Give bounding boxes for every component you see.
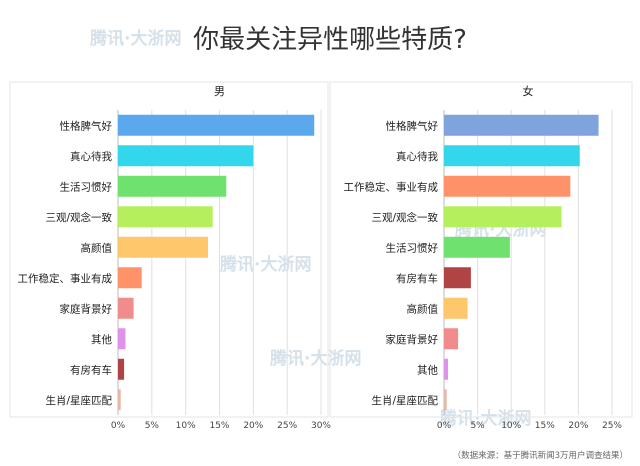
female-panel: 女 0% 5% 10% 15% 20% 25% 性格脾气好真心待我工作稳定、事业有成三观/观念… [329,81,633,431]
panel-title: 女 [523,84,534,98]
bar [444,236,510,258]
bar [444,297,468,319]
category-label: 高颜值 [407,302,439,315]
bar [444,175,571,197]
watermark-text: 腾讯·大浙网 [220,254,311,275]
category-label: 真心待我 [396,150,438,163]
category-label: 工作稳定、事业有成 [344,180,439,193]
category-label: 高颜值 [81,241,113,254]
x-tick-label: 10% [176,421,196,431]
category-label: 其他 [91,333,112,346]
x-tick-label: 15% [209,421,229,431]
category-label: 有房有车 [70,363,112,376]
chart-title: 你最关注异性哪些特质? [193,25,467,55]
x-tick-label: 0% [111,421,126,431]
category-label: 三观/观念一致 [45,211,112,224]
watermark-text: 腾讯·大浙网 [440,408,531,429]
bar [118,236,208,258]
x-tick-label: 20% [568,421,588,431]
watermark-text: 腾讯·大浙网 [90,28,181,49]
bar [118,358,125,380]
category-label: 性格脾气好 [60,119,113,132]
x-tick-label: 5% [470,421,485,431]
x-tick-label: 20% [243,421,263,431]
bar [118,206,213,228]
category-label: 家庭背景好 [386,333,439,346]
bar [444,328,459,350]
bar [118,145,254,167]
category-label: 性格脾气好 [386,119,439,132]
panel-frame [9,81,329,418]
panel-frame [329,81,633,418]
bar [118,114,315,136]
category-label: 生活习惯好 [386,241,439,254]
category-label: 其他 [417,363,438,376]
bar [118,267,142,289]
x-tick-label: 10% [501,421,521,431]
bar [118,175,227,197]
category-label: 有房有车 [396,272,438,285]
x-tick-label: 25% [602,421,622,431]
category-label: 生肖/星座匹配 [371,394,438,407]
bar [444,206,562,228]
bar [444,389,447,411]
bar [444,114,599,136]
bar [118,328,126,350]
bar [444,267,471,289]
watermark-text: 腾讯·大浙网 [270,348,361,369]
x-tick-label: 5% [145,421,160,431]
bar [444,145,580,167]
x-tick-label: 0% [437,421,452,431]
x-tick-label: 30% [311,421,331,431]
panel-title: 男 [214,85,225,98]
x-tick-label: 25% [277,421,297,431]
data-source-note: （数据来源：基于腾讯新闻3万用户调查结果） [453,450,628,461]
category-label: 家庭背景好 [60,302,113,315]
bar [118,389,121,411]
bar [118,297,134,319]
category-label: 真心待我 [70,150,112,163]
category-label: 生活习惯好 [60,180,113,193]
category-label: 工作稳定、事业有成 [18,272,113,285]
category-label: 生肖/星座匹配 [45,394,112,407]
category-label: 三观/观念一致 [371,211,438,224]
x-tick-label: 15% [535,421,555,431]
male-panel: 男 0% 5% 10% 15% 20% 25% 30% 性格脾气好真心待我生活习惯好三观/观念一… [9,81,331,431]
bar [444,358,449,380]
